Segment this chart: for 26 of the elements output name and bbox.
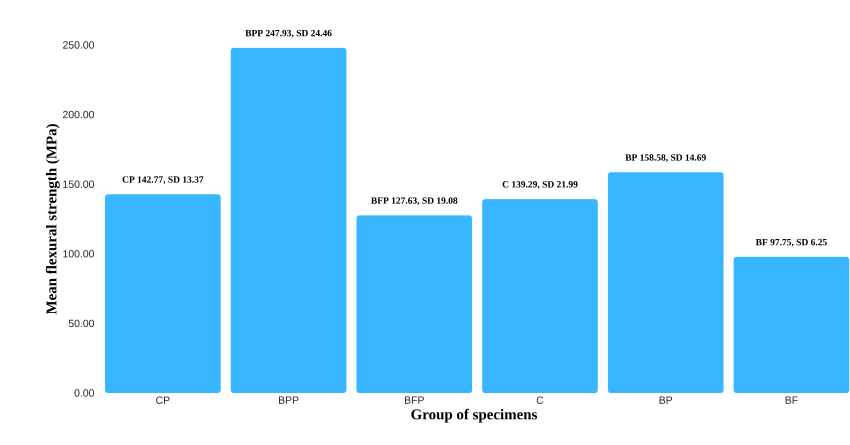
y-tick-label: 200.00 [63,110,94,118]
x-axis-title: Group of specimens [411,408,538,422]
data-label: BF 97.75, SD 6.25 [756,238,827,247]
bar [608,172,724,393]
data-label: CP 142.77, SD 13.37 [122,176,204,184]
x-tick-label: BPP [278,396,298,404]
x-tick-label: C [536,396,544,404]
data-label: BP 158.58, SD 14.69 [625,154,706,162]
y-tick-label: 100.00 [63,250,94,258]
y-tick-label: 50.00 [68,320,94,328]
y-tick-label: 150.00 [63,180,94,188]
y-axis-title: Mean flexural strength (MPa) [46,124,60,314]
bar [230,48,346,393]
bar [734,256,850,393]
bar [482,199,598,393]
x-tick-label: CP [156,396,170,404]
bar [356,215,472,393]
x-tick-label: BF [786,396,798,404]
x-tick-label: BFP [404,396,424,404]
bar [105,194,221,393]
x-tick-label: BP [660,396,672,404]
data-label: C 139.29, SD 21.99 [502,181,578,189]
y-tick-label: 250.00 [63,41,94,49]
data-label: BFP 127.63, SD 19.08 [371,197,458,206]
data-label: BPP 247.93, SD 24.46 [245,30,332,38]
y-tick-label: 0.00 [74,389,94,397]
